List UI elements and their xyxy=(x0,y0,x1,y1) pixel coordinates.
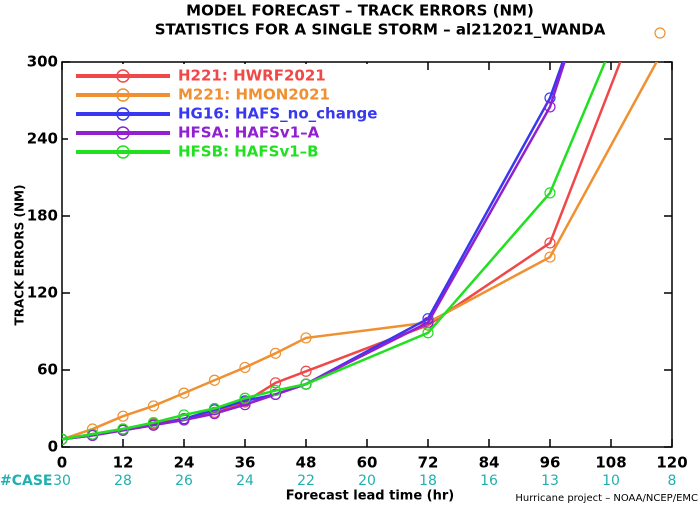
series-marker xyxy=(147,419,160,431)
y-tick-label: 240 xyxy=(27,130,58,148)
x-tick-label: 120 xyxy=(656,454,687,472)
legend-label: HG16: HAFS_no_change xyxy=(178,105,377,123)
series-marker xyxy=(239,361,251,374)
y-tick-label: 0 xyxy=(48,438,58,456)
credit: Hurricane project – NOAA/NCEP/EMC xyxy=(515,493,698,504)
plot-area xyxy=(62,29,677,445)
x-tick-label: 72 xyxy=(418,454,439,472)
series-marker xyxy=(208,402,221,415)
y-tick-label: 300 xyxy=(27,53,58,71)
series-marker xyxy=(269,384,282,397)
series-marker xyxy=(667,29,677,39)
legend-label: M221: HMON2021 xyxy=(178,86,330,104)
x-tick-label: 12 xyxy=(113,454,134,472)
series-marker xyxy=(544,237,556,249)
x-tick-label: 24 xyxy=(174,454,195,472)
marker-icon xyxy=(654,27,666,39)
series-marker xyxy=(117,423,129,435)
chart-title: MODEL FORECAST – TRACK ERRORS (NM) xyxy=(186,2,534,20)
series-marker xyxy=(239,392,251,404)
legend-marker xyxy=(116,69,130,83)
series-marker xyxy=(239,399,251,411)
x-tick-label: 36 xyxy=(235,454,256,472)
legend-marker xyxy=(116,145,130,159)
case-count: 22 xyxy=(297,473,315,489)
series-marker xyxy=(300,332,312,344)
x-tick-label: 84 xyxy=(479,454,500,472)
y-tick-label: 120 xyxy=(27,284,58,302)
legend-label: HFSA: HAFSv1–A xyxy=(178,124,320,142)
series-marker xyxy=(117,410,129,422)
legend-marker xyxy=(116,107,130,121)
series-marker xyxy=(147,417,160,429)
series-marker xyxy=(422,327,434,339)
x-axis-label: Forecast lead time (hr) xyxy=(286,489,454,504)
series-marker xyxy=(86,428,99,440)
case-count: 8 xyxy=(668,473,677,489)
series-marker xyxy=(300,365,312,377)
y-tick-label: 180 xyxy=(27,207,58,225)
case-count: 13 xyxy=(541,473,559,489)
case-count: 20 xyxy=(358,473,376,489)
series-marker xyxy=(269,377,282,389)
case-count: 26 xyxy=(175,473,193,489)
legend-label: H221: HWRF2021 xyxy=(178,67,326,85)
series-marker xyxy=(544,187,556,199)
series-marker xyxy=(544,251,556,263)
case-count: 16 xyxy=(480,473,498,489)
legend-label: HFSB: HAFSv1–B xyxy=(178,143,319,161)
case-count: 10 xyxy=(602,473,620,489)
x-tick-label: 0 xyxy=(57,454,67,472)
x-tick-label: 108 xyxy=(595,454,626,472)
case-count: 18 xyxy=(419,473,437,489)
chart-subtitle: STATISTICS FOR A SINGLE STORM – al212021… xyxy=(155,21,606,39)
y-axis-label: TRACK ERRORS (NM) xyxy=(13,185,27,326)
legend-marker xyxy=(116,88,130,102)
x-tick-label: 96 xyxy=(540,454,561,472)
series-marker xyxy=(178,409,190,421)
series-marker xyxy=(178,387,190,399)
series-marker xyxy=(269,347,282,359)
case-count: 24 xyxy=(236,473,254,489)
x-tick-label: 60 xyxy=(357,454,378,472)
case-count: 30 xyxy=(53,473,71,489)
case-label: #CASE xyxy=(0,473,53,489)
x-tick-label: 48 xyxy=(296,454,317,472)
series-marker xyxy=(208,374,221,386)
series-marker xyxy=(147,400,160,412)
series-marker xyxy=(544,101,556,113)
y-tick-label: 60 xyxy=(37,361,58,379)
case-count: 28 xyxy=(114,473,132,489)
series-marker xyxy=(62,433,68,445)
legend-marker xyxy=(116,126,130,140)
series-marker xyxy=(300,378,312,390)
